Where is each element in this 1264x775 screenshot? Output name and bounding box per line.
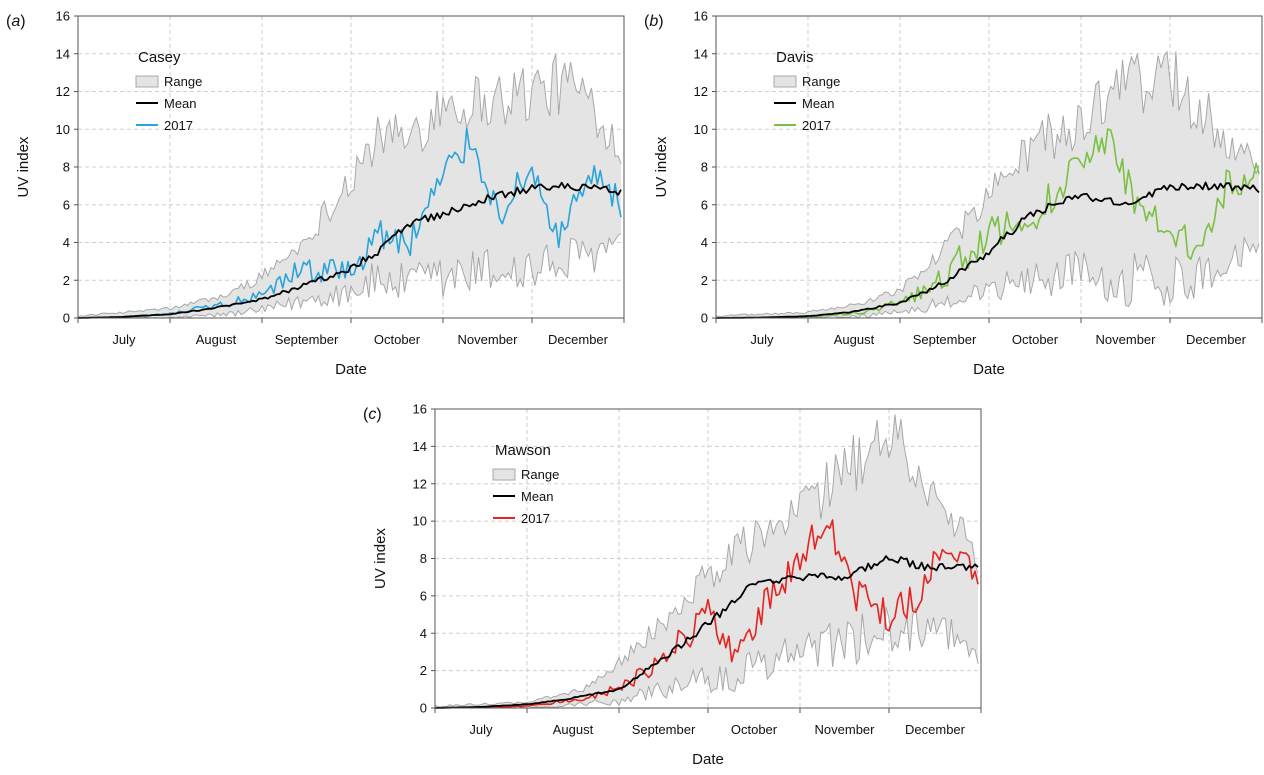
chart-panel-davis: 0 2 4 6 8 10 12 14 16 July August September October N… [644, 9, 1263, 378]
legend: Range Mean 2017 [492, 467, 559, 526]
legend-label-range: Range [521, 467, 559, 482]
y-tick-label: 6 [420, 588, 427, 603]
chart-panel-casey: 0 2 4 6 8 10 12 14 16 July August September October N… [6, 9, 625, 378]
x-tick-label: September [913, 332, 977, 347]
x-tick-label: October [374, 332, 421, 347]
y-tick-label: 8 [420, 551, 427, 566]
x-tick-label: November [1096, 332, 1157, 347]
x-tick-label: July [469, 722, 493, 737]
y-tick-label: 14 [694, 46, 708, 61]
chart-panel-mawson: 0 2 4 6 8 10 12 14 16 July August September October N… [363, 402, 982, 768]
legend-label-mean: Mean [164, 96, 197, 111]
x-tick-label: August [196, 332, 237, 347]
y-tick-label: 6 [63, 197, 70, 212]
series-mean-line [77, 181, 622, 319]
series-mean-line [434, 555, 979, 709]
panel-label: (b) [644, 13, 664, 30]
panel-label: (c) [363, 406, 382, 423]
y-tick-label: 16 [413, 402, 427, 417]
y-tick-label: 0 [701, 311, 708, 326]
legend-label-2017: 2017 [164, 118, 193, 133]
legend: Range Mean 2017 [773, 74, 840, 133]
x-axis-title: Date [692, 751, 724, 768]
y-tick-label: 6 [701, 197, 708, 212]
x-tick-label: July [112, 332, 136, 347]
y-tick-label: 8 [63, 160, 70, 175]
series-mean-line [716, 181, 1260, 319]
y-tick-label: 4 [701, 235, 708, 250]
y-tick-label: 16 [694, 9, 708, 24]
range-upper-edge [77, 54, 622, 318]
station-title: Davis [776, 49, 814, 66]
x-tick-label: October [1012, 332, 1059, 347]
legend: Range Mean 2017 [135, 74, 202, 133]
legend-swatch-range [135, 75, 159, 88]
x-axis-title: Date [335, 361, 367, 378]
x-tick-label: August [553, 722, 594, 737]
y-tick-label: 2 [63, 273, 70, 288]
legend-label-mean: Mean [521, 489, 554, 504]
x-tick-label: November [458, 332, 519, 347]
y-tick-label: 10 [694, 122, 708, 137]
y-tick-label: 0 [420, 701, 427, 716]
series-2017-line [434, 519, 979, 709]
legend-label-2017: 2017 [521, 511, 550, 526]
x-tick-label: November [815, 722, 876, 737]
range-band [435, 414, 978, 708]
legend-swatch-range [492, 468, 516, 481]
y-tick-label: 0 [63, 311, 70, 326]
y-axis-title: UV index [372, 528, 389, 589]
y-axis-title: UV index [15, 136, 32, 197]
y-tick-label: 4 [63, 235, 70, 250]
x-tick-label: September [275, 332, 339, 347]
y-tick-label: 2 [701, 273, 708, 288]
legend-label-2017: 2017 [802, 118, 831, 133]
y-tick-label: 4 [420, 626, 427, 641]
x-tick-label: December [905, 722, 966, 737]
y-tick-label: 14 [56, 46, 70, 61]
range-upper-edge [434, 414, 979, 708]
legend-label-mean: Mean [802, 96, 835, 111]
x-tick-label: August [834, 332, 875, 347]
y-tick-label: 12 [413, 476, 427, 491]
x-axis-title: Date [973, 361, 1005, 378]
x-tick-label: October [731, 722, 778, 737]
panel-label: (a) [6, 13, 26, 30]
range-band [716, 51, 1259, 318]
range-upper-edge [715, 50, 1260, 318]
station-title: Mawson [495, 442, 551, 459]
y-tick-label: 8 [701, 160, 708, 175]
legend-label-range: Range [802, 74, 840, 89]
y-tick-label: 10 [413, 514, 427, 529]
y-tick-label: 10 [56, 122, 70, 137]
y-tick-label: 12 [56, 84, 70, 99]
station-title: Casey [138, 49, 181, 66]
x-tick-label: December [1186, 332, 1247, 347]
legend-swatch-range [773, 75, 797, 88]
y-tick-label: 16 [56, 9, 70, 24]
y-tick-label: 2 [420, 663, 427, 678]
y-tick-label: 12 [694, 84, 708, 99]
y-tick-label: 14 [413, 439, 427, 454]
y-axis-title: UV index [653, 136, 670, 197]
x-tick-label: September [632, 722, 696, 737]
legend-label-range: Range [164, 74, 202, 89]
x-tick-label: December [548, 332, 609, 347]
x-tick-label: July [750, 332, 774, 347]
range-band [78, 54, 621, 318]
